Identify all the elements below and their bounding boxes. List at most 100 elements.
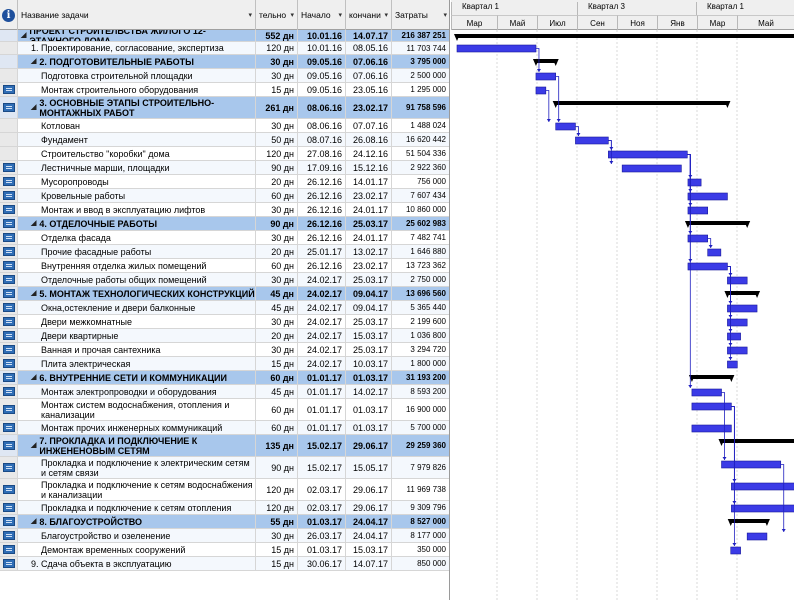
- task-end-cell[interactable]: 26.08.16: [346, 133, 392, 146]
- notes-indicator-icon[interactable]: [2, 85, 15, 94]
- task-end-cell[interactable]: 24.01.17: [346, 203, 392, 216]
- task-bar[interactable]: [555, 122, 576, 131]
- task-cost-cell[interactable]: 1 488 024: [392, 119, 449, 132]
- column-header-duration[interactable]: тельно ▾: [256, 0, 298, 30]
- task-bar[interactable]: [687, 206, 708, 215]
- task-row[interactable]: Прокладка и подключение к сетям отоплени…: [0, 501, 449, 515]
- task-end-cell[interactable]: 13.02.17: [346, 245, 392, 258]
- task-bar[interactable]: [535, 72, 556, 81]
- task-cost-cell[interactable]: 13 723 362: [392, 259, 449, 272]
- notes-indicator-icon[interactable]: [2, 485, 15, 494]
- task-name-cell[interactable]: Прокладка и подключение к электрическим …: [18, 457, 256, 478]
- task-start-cell[interactable]: 01.01.17: [298, 399, 346, 420]
- task-duration-cell[interactable]: 60 дн: [256, 371, 298, 384]
- task-name-cell[interactable]: Двери межкомнатные: [18, 315, 256, 328]
- task-bar[interactable]: [727, 332, 741, 341]
- task-start-cell[interactable]: 10.01.16: [298, 30, 346, 41]
- task-cost-cell[interactable]: 3 795 000: [392, 55, 449, 68]
- task-start-cell[interactable]: 01.03.17: [298, 543, 346, 556]
- task-start-cell[interactable]: 26.12.16: [298, 217, 346, 230]
- task-row[interactable]: Подготовка строительной площадки 30 дн 09.…: [0, 69, 449, 83]
- task-start-cell[interactable]: 24.02.17: [298, 301, 346, 314]
- notes-indicator-icon[interactable]: [2, 517, 15, 526]
- gantt-body[interactable]: [451, 30, 794, 600]
- task-cost-cell[interactable]: 7 979 826: [392, 457, 449, 478]
- task-name-cell[interactable]: Ванная и прочая сантехника: [18, 343, 256, 356]
- task-duration-cell[interactable]: 30 дн: [256, 55, 298, 68]
- task-cost-cell[interactable]: 8 527 000: [392, 515, 449, 528]
- collapse-triangle-icon[interactable]: ◢: [31, 441, 37, 449]
- task-end-cell[interactable]: 25.03.17: [346, 273, 392, 286]
- task-end-cell[interactable]: 07.06.16: [346, 55, 392, 68]
- task-row[interactable]: Монтаж систем водоснабжения, отопления и…: [0, 399, 449, 421]
- task-cost-cell[interactable]: 756 000: [392, 175, 449, 188]
- task-duration-cell[interactable]: 30 дн: [256, 119, 298, 132]
- notes-indicator-icon[interactable]: [2, 289, 15, 298]
- task-cost-cell[interactable]: 10 860 000: [392, 203, 449, 216]
- task-duration-cell[interactable]: 50 дн: [256, 133, 298, 146]
- task-start-cell[interactable]: 26.12.16: [298, 189, 346, 202]
- task-end-cell[interactable]: 01.03.17: [346, 371, 392, 384]
- task-name-cell[interactable]: ◢ 8. БЛАГОУСТРОЙСТВО: [18, 515, 256, 528]
- indicators-column-header[interactable]: i: [0, 0, 18, 30]
- task-duration-cell[interactable]: 135 дн: [256, 435, 298, 456]
- task-duration-cell[interactable]: 60 дн: [256, 399, 298, 420]
- task-duration-cell[interactable]: 261 дн: [256, 97, 298, 118]
- task-end-cell[interactable]: 07.06.16: [346, 69, 392, 82]
- task-cost-cell[interactable]: 7 607 434: [392, 189, 449, 202]
- task-duration-cell[interactable]: 120 дн: [256, 479, 298, 500]
- task-cost-cell[interactable]: 8 177 000: [392, 529, 449, 542]
- task-row[interactable]: Окна,остекление и двери балконные 45 дн 24…: [0, 301, 449, 315]
- task-cost-cell[interactable]: 11 703 744: [392, 42, 449, 54]
- task-end-cell[interactable]: 25.03.17: [346, 343, 392, 356]
- task-cost-cell[interactable]: 2 922 360: [392, 161, 449, 174]
- summary-task-row[interactable]: ◢ ПРОЕКТ СТРОИТЕЛЬСТВА ЖИЛОГО 12-ЭТАЖНОГО…: [0, 30, 449, 42]
- task-name-cell[interactable]: Фундамент: [18, 133, 256, 146]
- summary-bar[interactable]: [691, 375, 732, 379]
- task-bar[interactable]: [687, 234, 708, 243]
- task-end-cell[interactable]: 09.04.17: [346, 287, 392, 300]
- sort-arrow-icon[interactable]: ▾: [443, 12, 447, 19]
- task-bar[interactable]: [727, 360, 738, 369]
- task-name-cell[interactable]: Монтаж прочих инженерных коммуникаций: [18, 421, 256, 434]
- task-name-cell[interactable]: Монтаж электропроводки и оборудования: [18, 385, 256, 398]
- task-row[interactable]: Лестничные марши, площадки 90 дн 17.09.16 1…: [0, 161, 449, 175]
- task-duration-cell[interactable]: 20 дн: [256, 245, 298, 258]
- task-name-cell[interactable]: 1. Проектирование, согласование, эксперт…: [18, 42, 256, 54]
- task-start-cell[interactable]: 26.03.17: [298, 529, 346, 542]
- task-row[interactable]: 1. Проектирование, согласование, эксперт…: [0, 42, 449, 55]
- task-start-cell[interactable]: 01.01.17: [298, 385, 346, 398]
- task-cost-cell[interactable]: 3 294 720: [392, 343, 449, 356]
- task-row[interactable]: Монтаж и ввод в эксплуатацию лифтов 30 дн…: [0, 203, 449, 217]
- task-start-cell[interactable]: 09.05.16: [298, 55, 346, 68]
- collapse-triangle-icon[interactable]: ◢: [31, 289, 37, 297]
- task-duration-cell[interactable]: 60 дн: [256, 189, 298, 202]
- notes-indicator-icon[interactable]: [2, 317, 15, 326]
- task-row[interactable]: Отделка фасада 30 дн 26.12.16 24.01.17 7 482…: [0, 231, 449, 245]
- task-cost-cell[interactable]: 1 295 000: [392, 83, 449, 96]
- task-bar[interactable]: [621, 164, 682, 173]
- collapse-triangle-icon[interactable]: ◢: [31, 103, 37, 111]
- task-end-cell[interactable]: 29.06.17: [346, 501, 392, 514]
- task-cost-cell[interactable]: 1 646 880: [392, 245, 449, 258]
- task-start-cell[interactable]: 01.01.17: [298, 371, 346, 384]
- task-name-cell[interactable]: Внутренняя отделка жилых помещений: [18, 259, 256, 272]
- task-duration-cell[interactable]: 30 дн: [256, 343, 298, 356]
- task-cost-cell[interactable]: 2 199 600: [392, 315, 449, 328]
- task-duration-cell[interactable]: 55 дн: [256, 515, 298, 528]
- task-cost-cell[interactable]: 216 387 251: [392, 30, 449, 41]
- task-duration-cell[interactable]: 45 дн: [256, 301, 298, 314]
- task-row[interactable]: Котлован 30 дн 08.06.16 07.07.16 1 488 024: [0, 119, 449, 133]
- task-start-cell[interactable]: 24.02.17: [298, 329, 346, 342]
- task-duration-cell[interactable]: 90 дн: [256, 161, 298, 174]
- task-end-cell[interactable]: 25.03.17: [346, 217, 392, 230]
- task-start-cell[interactable]: 26.12.16: [298, 175, 346, 188]
- task-cost-cell[interactable]: 2 750 000: [392, 273, 449, 286]
- task-row[interactable]: Двери квартирные 20 дн 24.02.17 15.03.17 1 0…: [0, 329, 449, 343]
- task-end-cell[interactable]: 15.05.17: [346, 457, 392, 478]
- task-duration-cell[interactable]: 15 дн: [256, 357, 298, 370]
- task-start-cell[interactable]: 01.01.17: [298, 421, 346, 434]
- task-bar[interactable]: [730, 546, 741, 555]
- task-end-cell[interactable]: 01.03.17: [346, 421, 392, 434]
- collapse-triangle-icon[interactable]: ◢: [31, 219, 37, 227]
